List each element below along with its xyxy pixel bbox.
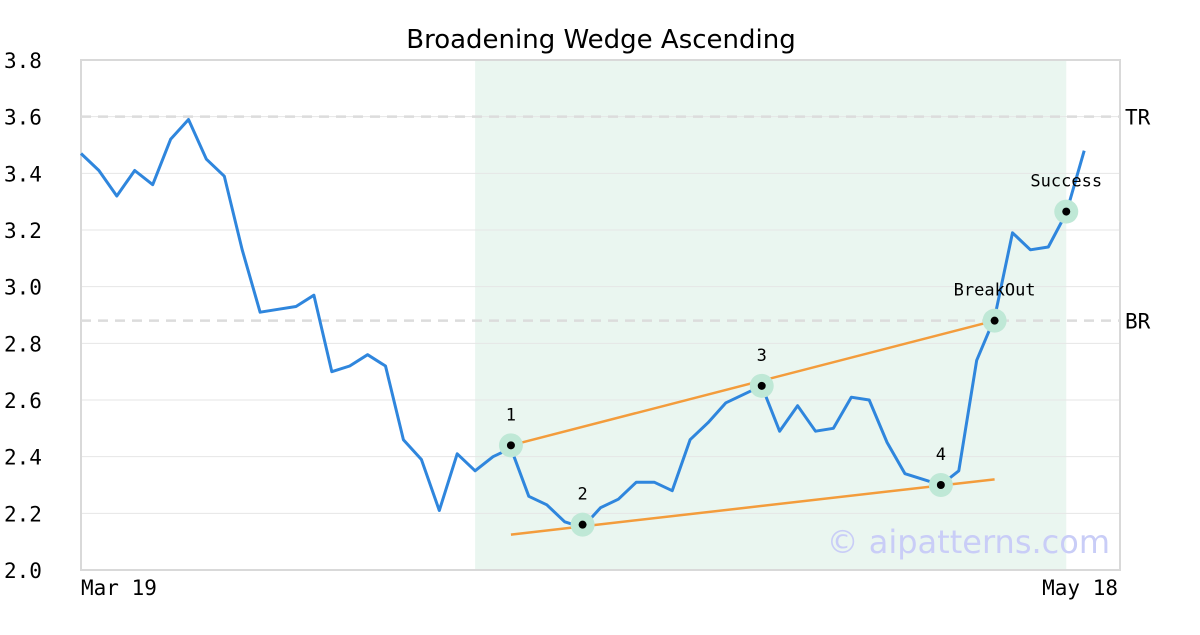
marker-point-3 [757,381,766,390]
marker-point-4 [936,481,945,489]
marker-label-4: 4 [936,445,946,465]
y-tick-label: 2.4 [4,446,42,470]
plot-frame [80,59,1121,571]
y-tick-label: 3.2 [4,219,42,243]
y-tick-label: 2.6 [4,389,42,413]
y-tick-label: 3.8 [4,49,42,73]
level-label-tr: TR [1125,106,1151,130]
level-label-br: BR [1125,310,1151,334]
x-tick-label-start: Mar 19 [81,576,157,600]
marker-label-3: 3 [757,346,767,366]
marker-point-2 [578,520,587,529]
y-tick-label: 3.0 [4,276,42,300]
pattern-region [475,60,1067,570]
marker-label-success: Success [1030,172,1102,192]
marker-label-breakout: BreakOut [954,281,1036,301]
marker-point-1 [506,441,515,450]
watermark: © aipatterns.com [827,523,1110,561]
y-tick-label: 3.4 [4,162,42,186]
marker-point-success [1062,207,1071,216]
marker-point-breakout [990,316,999,325]
y-tick-label: 2.8 [4,332,42,356]
chart-title: Broadening Wedge Ascending [406,25,796,55]
marker-label-1: 1 [506,405,516,425]
y-tick-label: 3.6 [4,106,42,130]
y-tick-label: 2.0 [4,559,42,583]
x-tick-label-end: May 18 [1042,576,1118,600]
y-tick-label: 2.2 [4,502,42,526]
marker-label-2: 2 [577,485,587,505]
